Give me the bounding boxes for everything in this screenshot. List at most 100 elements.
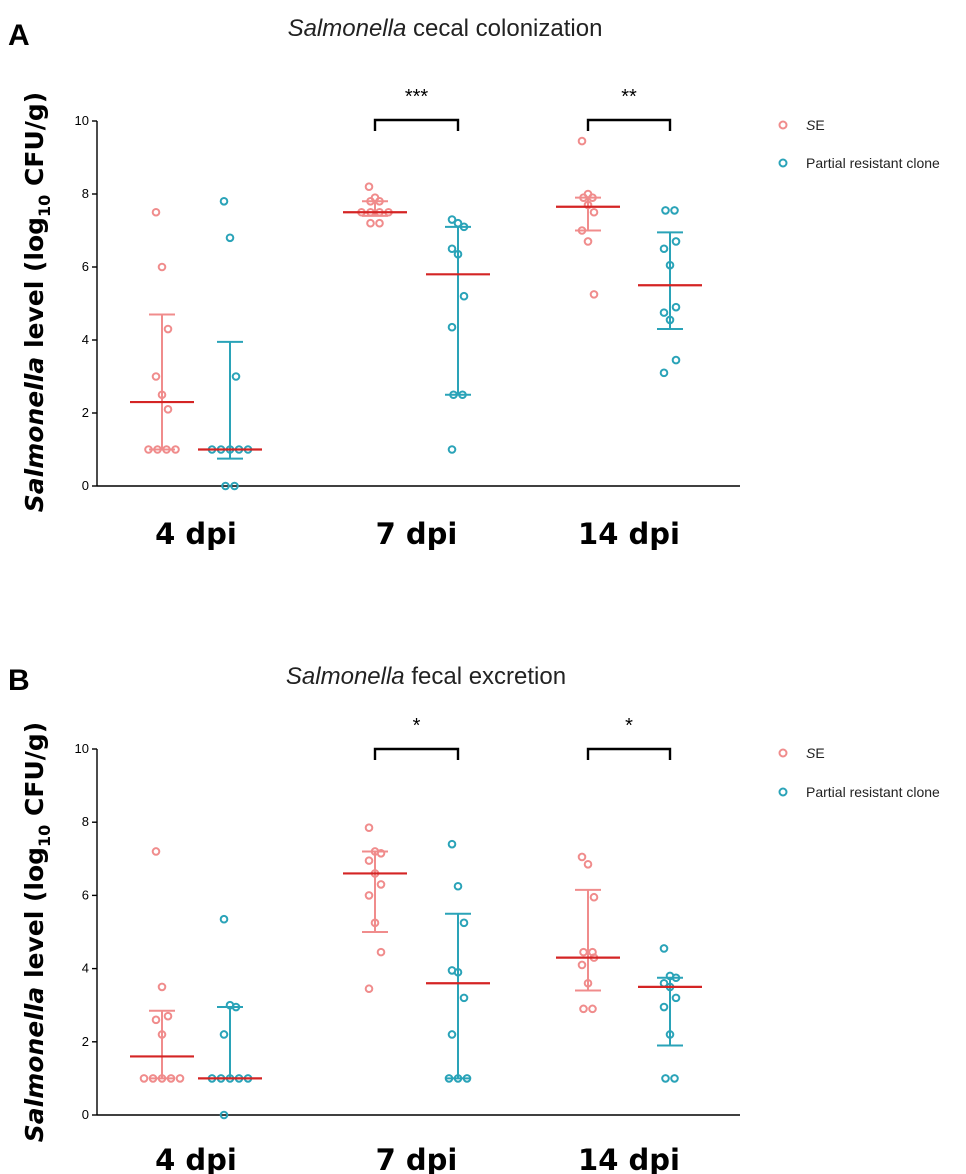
data-point	[577, 136, 587, 146]
data-point	[453, 1074, 463, 1083]
data-point	[659, 308, 669, 317]
data-point	[583, 237, 593, 246]
legend-label-se-rest: E	[815, 117, 824, 133]
y-tick-label: 2	[82, 1034, 89, 1049]
y-tick-label: 4	[82, 332, 89, 347]
data-point	[459, 222, 469, 232]
data-point	[447, 1030, 457, 1039]
chart-title-italic: Salmonella	[288, 15, 407, 42]
data-point	[661, 1074, 670, 1083]
data-point	[458, 390, 467, 400]
data-point	[163, 324, 173, 334]
significance-label: **	[621, 86, 637, 108]
data-point	[175, 1074, 185, 1083]
data-point	[659, 368, 669, 378]
data-point	[157, 262, 167, 272]
legend-marker-se	[778, 748, 788, 758]
data-point	[577, 226, 587, 235]
chart-title: Salmonella fecal excretion	[286, 663, 566, 690]
panel-a: A Salmonella cecal colonization Salmonel…	[8, 15, 940, 551]
y-tick-label: 0	[82, 1107, 89, 1122]
data-point	[157, 1030, 167, 1039]
data-point	[588, 1004, 597, 1014]
data-point	[144, 445, 153, 454]
data-point	[453, 218, 463, 228]
data-point	[166, 1074, 176, 1083]
data-point	[148, 1074, 158, 1083]
data-point	[444, 1074, 454, 1083]
chart-title-rest: fecal excretion	[405, 663, 566, 690]
data-point	[665, 1030, 675, 1039]
data-point	[139, 1074, 149, 1083]
data-point	[589, 290, 599, 299]
data-point	[376, 849, 386, 858]
data-point	[583, 200, 593, 210]
data-point	[453, 967, 463, 977]
data-point	[231, 372, 241, 381]
data-point	[579, 947, 588, 957]
y-axis-label-main: level (log	[20, 847, 49, 987]
data-point	[163, 405, 173, 414]
y-tick-label: 8	[82, 186, 89, 201]
data-point	[153, 445, 162, 454]
y-tick-label: 4	[82, 961, 89, 976]
data-point	[588, 193, 597, 202]
data-point	[577, 852, 587, 862]
y-axis-label-sub: 10	[35, 195, 54, 217]
data-point	[671, 973, 681, 983]
data-point	[219, 197, 229, 206]
y-tick-label: 8	[82, 814, 89, 829]
x-category-label: 14 dpi	[578, 1143, 680, 1174]
data-point	[459, 993, 469, 1003]
significance-bracket	[373, 118, 460, 131]
data-point	[661, 206, 670, 215]
data-point	[157, 982, 167, 992]
data-point	[219, 1030, 229, 1039]
data-point	[459, 291, 469, 301]
y-axis-label-italic: Salmonella	[20, 987, 49, 1142]
data-point	[449, 390, 458, 400]
data-point	[364, 182, 374, 191]
data-point	[670, 1074, 679, 1083]
y-tick-label: 10	[75, 741, 89, 756]
data-point	[366, 197, 375, 206]
y-axis-label-italic: Salmonella	[20, 357, 49, 512]
y-axis-label: Salmonella level (log10 CFU/g)	[20, 92, 54, 512]
y-tick-label: 6	[82, 259, 89, 274]
data-point	[447, 445, 457, 454]
y-tick-label: 10	[75, 113, 89, 128]
y-tick-label: 0	[82, 478, 89, 493]
legend-label-se-rest: E	[815, 745, 824, 761]
legend-label-se-italic: S	[806, 745, 816, 761]
data-point	[447, 244, 457, 254]
y-tick-label: 6	[82, 887, 89, 902]
y-axis-label-end: CFU/g)	[20, 92, 49, 195]
data-point	[670, 206, 679, 215]
data-point	[364, 984, 374, 994]
data-point	[376, 880, 386, 889]
data-point	[151, 207, 161, 217]
data-point	[230, 481, 239, 491]
significance-bracket	[586, 118, 672, 131]
data-point	[453, 249, 463, 259]
legend-marker-clone	[778, 787, 788, 797]
data-point	[447, 322, 457, 332]
data-point	[364, 856, 374, 865]
data-point	[671, 302, 681, 312]
data-point	[671, 237, 681, 246]
y-axis-label-end: CFU/g)	[20, 722, 49, 825]
legend-label-se: SE	[806, 117, 825, 133]
data-point	[665, 315, 675, 325]
panel-letter: A	[8, 19, 30, 52]
data-point	[375, 218, 384, 228]
significance-bracket	[373, 747, 460, 760]
y-tick-label: 2	[82, 405, 89, 420]
chart-title-italic: Salmonella	[286, 663, 405, 690]
x-category-label: 4 dpi	[155, 517, 237, 551]
data-point	[671, 355, 681, 365]
data-point	[589, 892, 599, 902]
data-point	[366, 218, 375, 228]
y-axis-label: Salmonella level (log10 CFU/g)	[20, 722, 54, 1142]
data-point	[583, 978, 593, 988]
